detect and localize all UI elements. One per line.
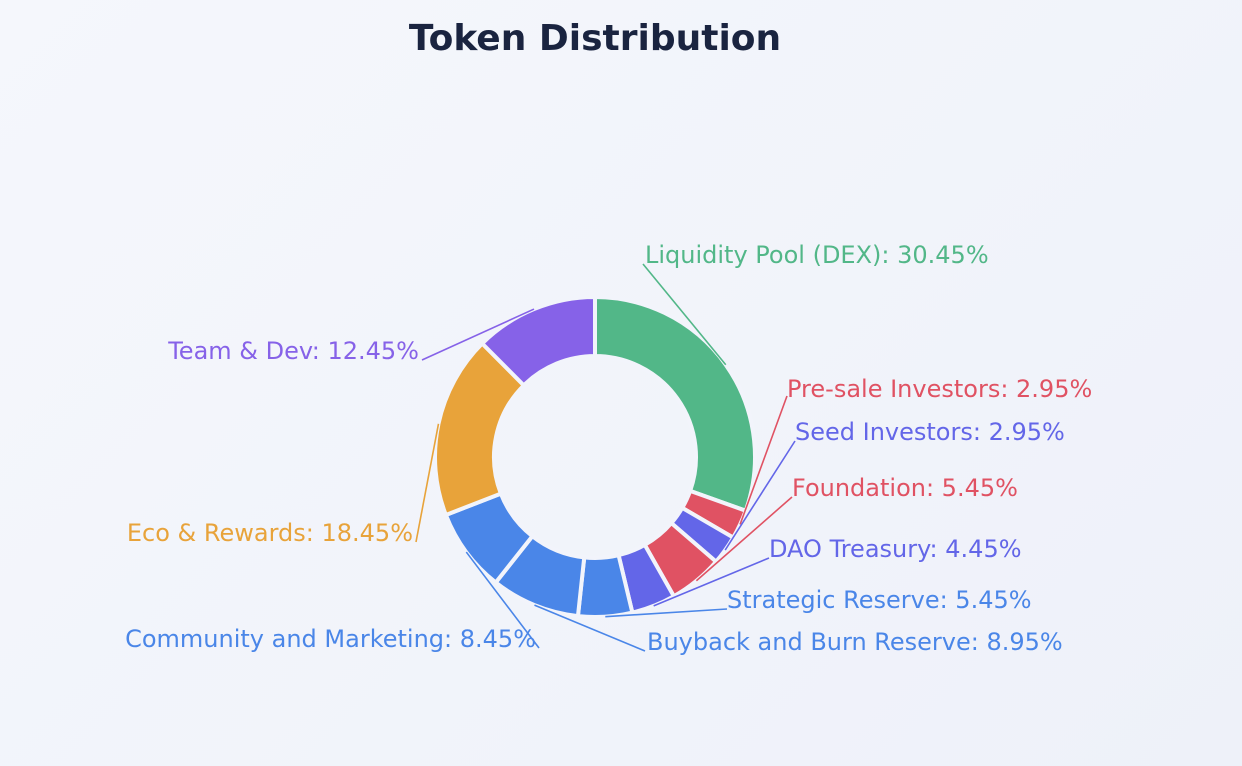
chart-title: Token Distribution [408,18,782,59]
label-eco-rewards: Eco & Rewards: 18.45% [127,519,413,547]
connector-buyback-and-burn-reserve [534,604,646,652]
label-team-dev: Team & Dev: 12.45% [167,337,419,365]
label-buyback-and-burn-reserve: Buyback and Burn Reserve: 8.95% [647,628,1063,656]
slice-team-dev[interactable] [479,294,597,389]
connector-dao-treasury [653,557,770,607]
slice-labels: Liquidity Pool (DEX): 30.45% Pre-sale Inv… [125,241,1092,656]
slice-liquidity-pool-dex[interactable] [593,294,757,514]
connector-eco-rewards [415,423,440,543]
label-seed-investors: Seed Investors: 2.95% [795,418,1065,446]
label-strategic-reserve: Strategic Reserve: 5.45% [727,586,1032,614]
connector-strategic-reserve [605,608,728,618]
label-community-and-marketing: Community and Marketing: 8.45% [125,625,536,653]
connector-liquidity-pool-dex [642,263,727,366]
label-dao-treasury: DAO Treasury: 4.45% [769,535,1022,563]
connector-community-and-marketing [465,551,540,649]
connector-foundation [695,496,793,582]
connector-seed-investors [724,440,796,551]
label-pre-sale-investors: Pre-sale Investors: 2.95% [787,375,1092,403]
donut-slices [433,294,757,619]
connector-team-dev [421,308,535,361]
label-liquidity-pool-dex: Liquidity Pool (DEX): 30.45% [645,241,989,269]
label-connectors [415,263,796,652]
connector-pre-sale-investors [739,395,788,525]
label-foundation: Foundation: 5.45% [792,474,1018,502]
